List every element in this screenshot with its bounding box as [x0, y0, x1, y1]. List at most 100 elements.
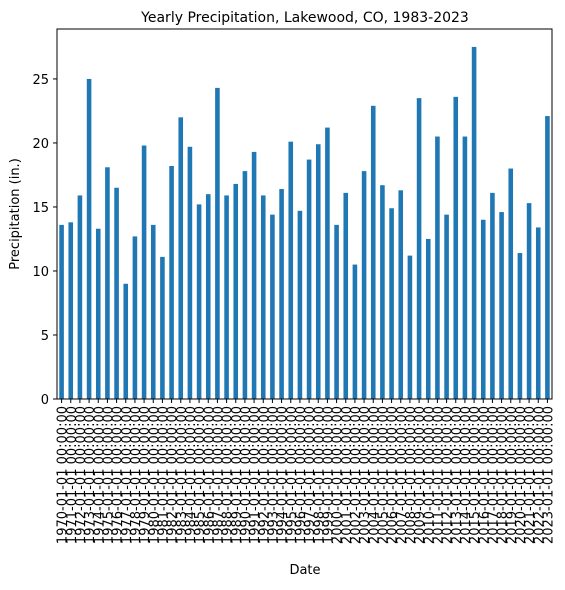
bar: [306, 159, 312, 399]
x-tick-label: 1996-01-01 00:00:00: [294, 406, 309, 544]
bar: [453, 96, 459, 399]
bar: [545, 116, 550, 399]
bar: [178, 117, 184, 399]
x-tick-label: 2022-01-01 00:00:00: [532, 406, 547, 544]
x-tick-label: 2007-01-01 00:00:00: [395, 406, 410, 544]
bar: [270, 214, 275, 399]
bar: [105, 167, 110, 399]
x-tick-label: 2014-01-01 00:00:00: [459, 406, 474, 544]
bar: [389, 208, 394, 399]
y-tick-label: 10: [32, 265, 49, 280]
x-tick-label: 2001-01-01 00:00:00: [340, 406, 355, 544]
x-tick-label: 2009-01-01 00:00:00: [413, 406, 428, 544]
bar: [251, 151, 257, 399]
bar: [77, 195, 83, 399]
x-tick-label: 2012-01-01 00:00:00: [441, 406, 456, 544]
bar: [114, 187, 119, 399]
x-tick-label: 1979-01-01 00:00:00: [138, 406, 153, 544]
bar: [480, 219, 486, 399]
x-tick-label: 2002-01-01 00:00:00: [349, 406, 364, 544]
x-tick-label: 2008-01-01 00:00:00: [404, 406, 419, 544]
x-tick-label: 2017-01-01 00:00:00: [486, 406, 501, 544]
plot-frame: [56, 28, 553, 400]
bar: [205, 194, 211, 399]
bar: [297, 210, 303, 399]
bar: [435, 136, 440, 399]
x-tick-label: 1980-01-01 00:00:00: [147, 406, 162, 544]
bar: [196, 204, 202, 399]
chart-title: Yearly Precipitation, Lakewood, CO, 1983…: [140, 10, 469, 26]
x-tick-label: 1991-01-01 00:00:00: [248, 406, 263, 544]
x-tick-label: 1973-01-01 00:00:00: [83, 406, 98, 544]
bar: [279, 189, 284, 399]
x-tick-label: 2021-01-01 00:00:00: [523, 406, 538, 544]
x-tick-label: 2023-01-01 00:00:00: [541, 406, 556, 544]
x-tick-label: 1994-01-01 00:00:00: [276, 406, 291, 544]
bar: [169, 165, 174, 399]
x-tick-label: 1992-01-01 00:00:00: [257, 406, 272, 544]
x-tick-label: 1977-01-01 00:00:00: [120, 406, 135, 544]
x-tick-label: 1986-01-01 00:00:00: [202, 406, 217, 544]
x-tick-label: 1989-01-01 00:00:00: [230, 406, 245, 544]
bar: [260, 195, 266, 399]
bar: [150, 224, 156, 399]
y-tick-label: 15: [32, 201, 49, 216]
bar: [334, 224, 339, 399]
bar: [416, 98, 422, 399]
x-tick-label: 2003-01-01 00:00:00: [358, 406, 373, 544]
bar: [517, 253, 523, 399]
x-tick-label: 1987-01-01 00:00:00: [211, 406, 226, 544]
x-axis-label: Date: [289, 563, 320, 578]
x-tick-label: 1975-01-01 00:00:00: [101, 406, 116, 544]
x-tick-label: 2018-01-01 00:00:00: [496, 406, 511, 544]
bar: [490, 192, 495, 399]
x-tick-label: 1999-01-01 00:00:00: [321, 406, 336, 544]
x-tick-label: 2010-01-01 00:00:00: [422, 406, 437, 544]
bar: [471, 46, 477, 399]
x-tick-label: 1998-01-01 00:00:00: [312, 406, 327, 544]
x-tick-label: 1981-01-01 00:00:00: [156, 406, 171, 544]
x-tick-label: 1974-01-01 00:00:00: [92, 406, 107, 544]
x-tick-label: 2016-01-01 00:00:00: [477, 406, 492, 544]
x-tick-label: 2020-01-01 00:00:00: [514, 406, 529, 544]
x-tick-label: 1990-01-01 00:00:00: [239, 406, 254, 544]
x-tick-label: 2015-01-01 00:00:00: [468, 406, 483, 544]
bar: [526, 203, 532, 399]
bar: [361, 171, 367, 399]
bar: [59, 224, 64, 399]
x-tick-label: 1976-01-01 00:00:00: [111, 406, 126, 544]
x-tick-label: 1993-01-01 00:00:00: [266, 406, 281, 544]
bar: [187, 146, 193, 399]
x-tick-label: 2006-01-01 00:00:00: [386, 406, 401, 544]
x-tick-label: 1995-01-01 00:00:00: [285, 406, 300, 544]
bar: [444, 214, 449, 399]
bar: [233, 183, 239, 399]
x-tick-label: 2005-01-01 00:00:00: [376, 406, 391, 544]
y-tick-label: 0: [41, 393, 49, 408]
bar: [315, 144, 321, 399]
bar: [425, 238, 431, 399]
bar: [462, 136, 468, 399]
y-tick-label: 5: [41, 329, 49, 344]
bar: [123, 283, 129, 399]
bar: [224, 195, 229, 399]
x-tick-label: 2011-01-01 00:00:00: [431, 406, 446, 544]
bar: [343, 192, 349, 399]
bar: [535, 227, 541, 399]
bar: [370, 105, 376, 399]
bar: [68, 222, 74, 399]
x-tick-label: 1997-01-01 00:00:00: [303, 406, 318, 544]
x-tick-label: 1978-01-01 00:00:00: [129, 406, 144, 544]
x-tick-label: 1985-01-01 00:00:00: [193, 406, 208, 544]
bar: [407, 255, 413, 399]
x-tick-label: 2000-01-01 00:00:00: [331, 406, 346, 544]
x-tick-label: 1971-01-01 00:00:00: [65, 406, 80, 544]
x-tick-label: 2004-01-01 00:00:00: [367, 406, 382, 544]
bar: [86, 78, 92, 400]
bar: [160, 256, 165, 399]
bar: [132, 236, 138, 399]
x-tick-label: 1972-01-01 00:00:00: [74, 406, 89, 544]
x-tick-label: 1970-01-01 00:00:00: [56, 406, 71, 544]
bar: [95, 228, 101, 399]
